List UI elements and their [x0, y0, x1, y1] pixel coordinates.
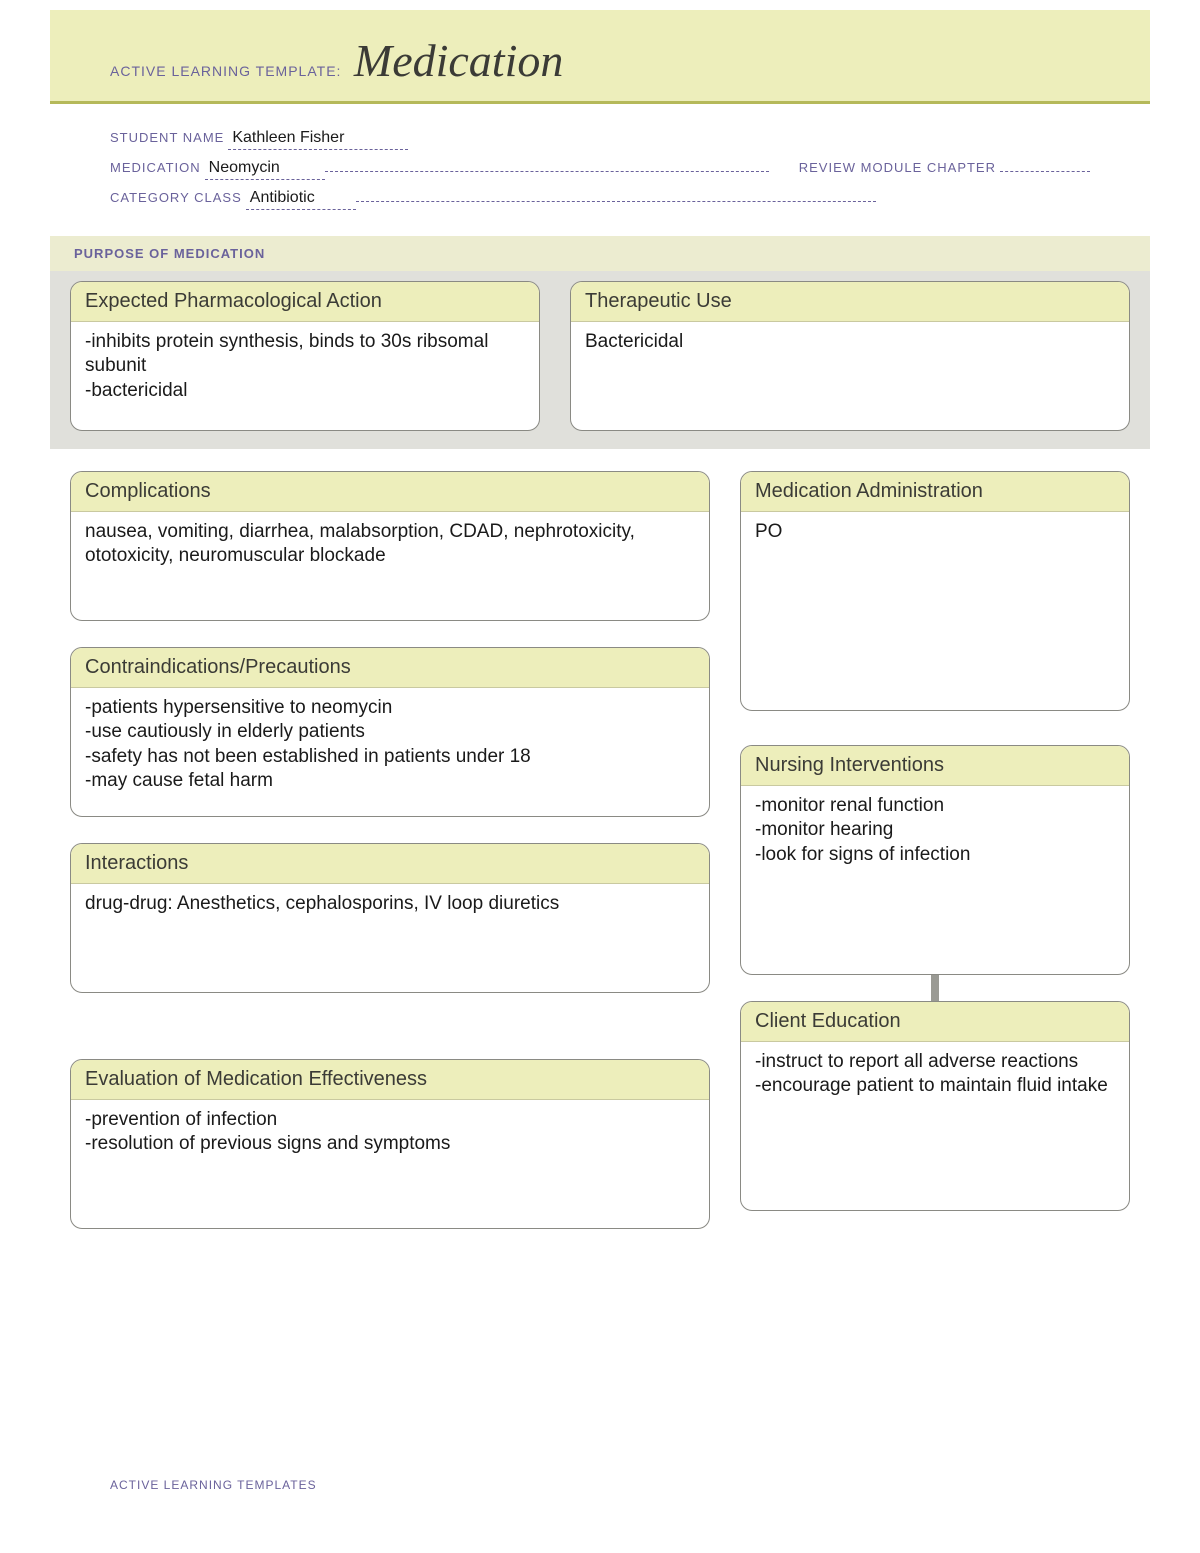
info-row-medication: MEDICATION Neomycin REVIEW MODULE CHAPTE… [110, 158, 1090, 180]
footer-label: ACTIVE LEARNING TEMPLATES [110, 1478, 317, 1492]
card-nursing-head: Nursing Interventions [741, 746, 1129, 786]
medication-label: MEDICATION [110, 160, 201, 175]
student-label: STUDENT NAME [110, 130, 224, 145]
review-label: REVIEW MODULE CHAPTER [799, 160, 996, 175]
card-evaluation-body: -prevention of infection -resolution of … [71, 1100, 709, 1171]
info-row-category: CATEGORY CLASS Antibiotic [110, 188, 1090, 210]
medication-blank [325, 158, 769, 172]
card-therapeutic: Therapeutic Use Bactericidal [570, 281, 1130, 431]
card-evaluation: Evaluation of Medication Effectiveness -… [70, 1059, 710, 1229]
card-pharm-body: -inhibits protein synthesis, binds to 30… [71, 322, 539, 417]
card-therapeutic-head: Therapeutic Use [571, 282, 1129, 322]
banner-label: ACTIVE LEARNING TEMPLATE: [110, 63, 341, 79]
card-administration: Medication Administration PO [740, 471, 1130, 711]
info-block: STUDENT NAME Kathleen Fisher MEDICATION … [50, 104, 1150, 236]
category-value: Antibiotic [246, 189, 356, 210]
card-interactions-head: Interactions [71, 844, 709, 884]
card-admin-body: PO [741, 512, 1129, 558]
purpose-band: PURPOSE OF MEDICATION [50, 236, 1150, 271]
purpose-wrap: Expected Pharmacological Action -inhibit… [50, 271, 1150, 449]
card-contra-head: Contraindications/Precautions [71, 648, 709, 688]
card-therapeutic-body: Bactericidal [571, 322, 1129, 368]
card-interactions: Interactions drug-drug: Anesthetics, cep… [70, 843, 710, 993]
card-nursing: Nursing Interventions -monitor renal fun… [740, 745, 1130, 975]
col-left: Complications nausea, vomiting, diarrhea… [70, 471, 710, 1229]
col-right: Medication Administration PO Nursing Int… [740, 471, 1130, 1229]
info-row-student: STUDENT NAME Kathleen Fisher [110, 128, 1090, 150]
student-value: Kathleen Fisher [228, 129, 408, 150]
category-blank [356, 188, 876, 202]
card-complications-body: nausea, vomiting, diarrhea, malabsorptio… [71, 512, 709, 583]
connector-icon [931, 975, 939, 1001]
main-grid: Complications nausea, vomiting, diarrhea… [50, 449, 1150, 1229]
category-label: CATEGORY CLASS [110, 190, 242, 205]
review-blank [1000, 158, 1090, 172]
card-admin-head: Medication Administration [741, 472, 1129, 512]
card-complications: Complications nausea, vomiting, diarrhea… [70, 471, 710, 621]
card-pharm-head: Expected Pharmacological Action [71, 282, 539, 322]
card-complications-head: Complications [71, 472, 709, 512]
card-contra-body: -patients hypersensitive to neomycin -us… [71, 688, 709, 807]
card-interactions-body: drug-drug: Anesthetics, cephalosporins, … [71, 884, 709, 930]
purpose-title: PURPOSE OF MEDICATION [70, 246, 1130, 261]
card-contraindications: Contraindications/Precautions -patients … [70, 647, 710, 817]
card-education-body: -instruct to report all adverse reaction… [741, 1042, 1129, 1113]
banner-title: Medication [354, 34, 564, 87]
card-evaluation-head: Evaluation of Medication Effectiveness [71, 1060, 709, 1100]
medication-value: Neomycin [205, 159, 325, 180]
card-nursing-body: -monitor renal function -monitor hearing… [741, 786, 1129, 881]
card-pharm: Expected Pharmacological Action -inhibit… [70, 281, 540, 431]
page: ACTIVE LEARNING TEMPLATE: Medication STU… [50, 10, 1150, 1510]
banner: ACTIVE LEARNING TEMPLATE: Medication [50, 10, 1150, 104]
card-education-head: Client Education [741, 1002, 1129, 1042]
card-education: Client Education -instruct to report all… [740, 1001, 1130, 1211]
